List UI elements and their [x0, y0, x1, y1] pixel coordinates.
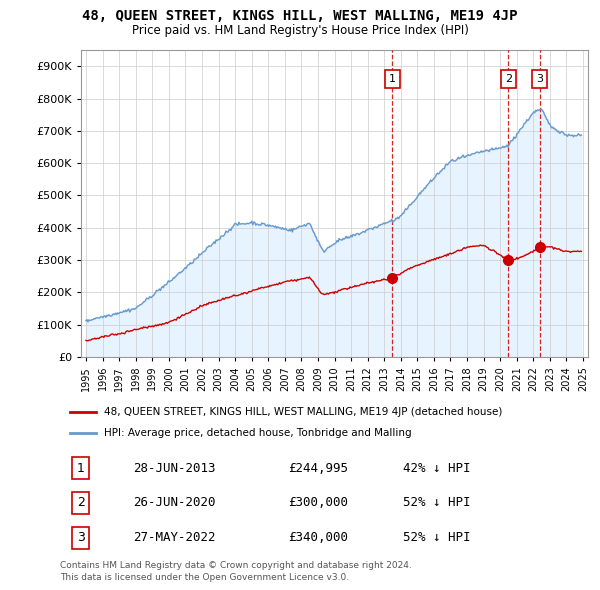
Text: 52% ↓ HPI: 52% ↓ HPI — [403, 496, 470, 510]
Text: Contains HM Land Registry data © Crown copyright and database right 2024.: Contains HM Land Registry data © Crown c… — [60, 560, 412, 569]
Text: 48, QUEEN STREET, KINGS HILL, WEST MALLING, ME19 4JP (detached house): 48, QUEEN STREET, KINGS HILL, WEST MALLI… — [104, 407, 502, 417]
Text: 3: 3 — [536, 74, 543, 84]
Text: This data is licensed under the Open Government Licence v3.0.: This data is licensed under the Open Gov… — [60, 573, 349, 582]
Text: Price paid vs. HM Land Registry's House Price Index (HPI): Price paid vs. HM Land Registry's House … — [131, 24, 469, 37]
Text: 27-MAY-2022: 27-MAY-2022 — [133, 532, 215, 545]
Text: 2: 2 — [77, 496, 85, 510]
Text: £244,995: £244,995 — [289, 461, 349, 474]
Text: 3: 3 — [77, 532, 85, 545]
Text: £340,000: £340,000 — [289, 532, 349, 545]
Text: 1: 1 — [389, 74, 396, 84]
Text: 48, QUEEN STREET, KINGS HILL, WEST MALLING, ME19 4JP: 48, QUEEN STREET, KINGS HILL, WEST MALLI… — [82, 9, 518, 23]
Text: 2: 2 — [505, 74, 512, 84]
Text: 42% ↓ HPI: 42% ↓ HPI — [403, 461, 470, 474]
Text: 28-JUN-2013: 28-JUN-2013 — [133, 461, 215, 474]
Text: 26-JUN-2020: 26-JUN-2020 — [133, 496, 215, 510]
Text: HPI: Average price, detached house, Tonbridge and Malling: HPI: Average price, detached house, Tonb… — [104, 428, 412, 438]
Text: 1: 1 — [77, 461, 85, 474]
Text: 52% ↓ HPI: 52% ↓ HPI — [403, 532, 470, 545]
Text: £300,000: £300,000 — [289, 496, 349, 510]
